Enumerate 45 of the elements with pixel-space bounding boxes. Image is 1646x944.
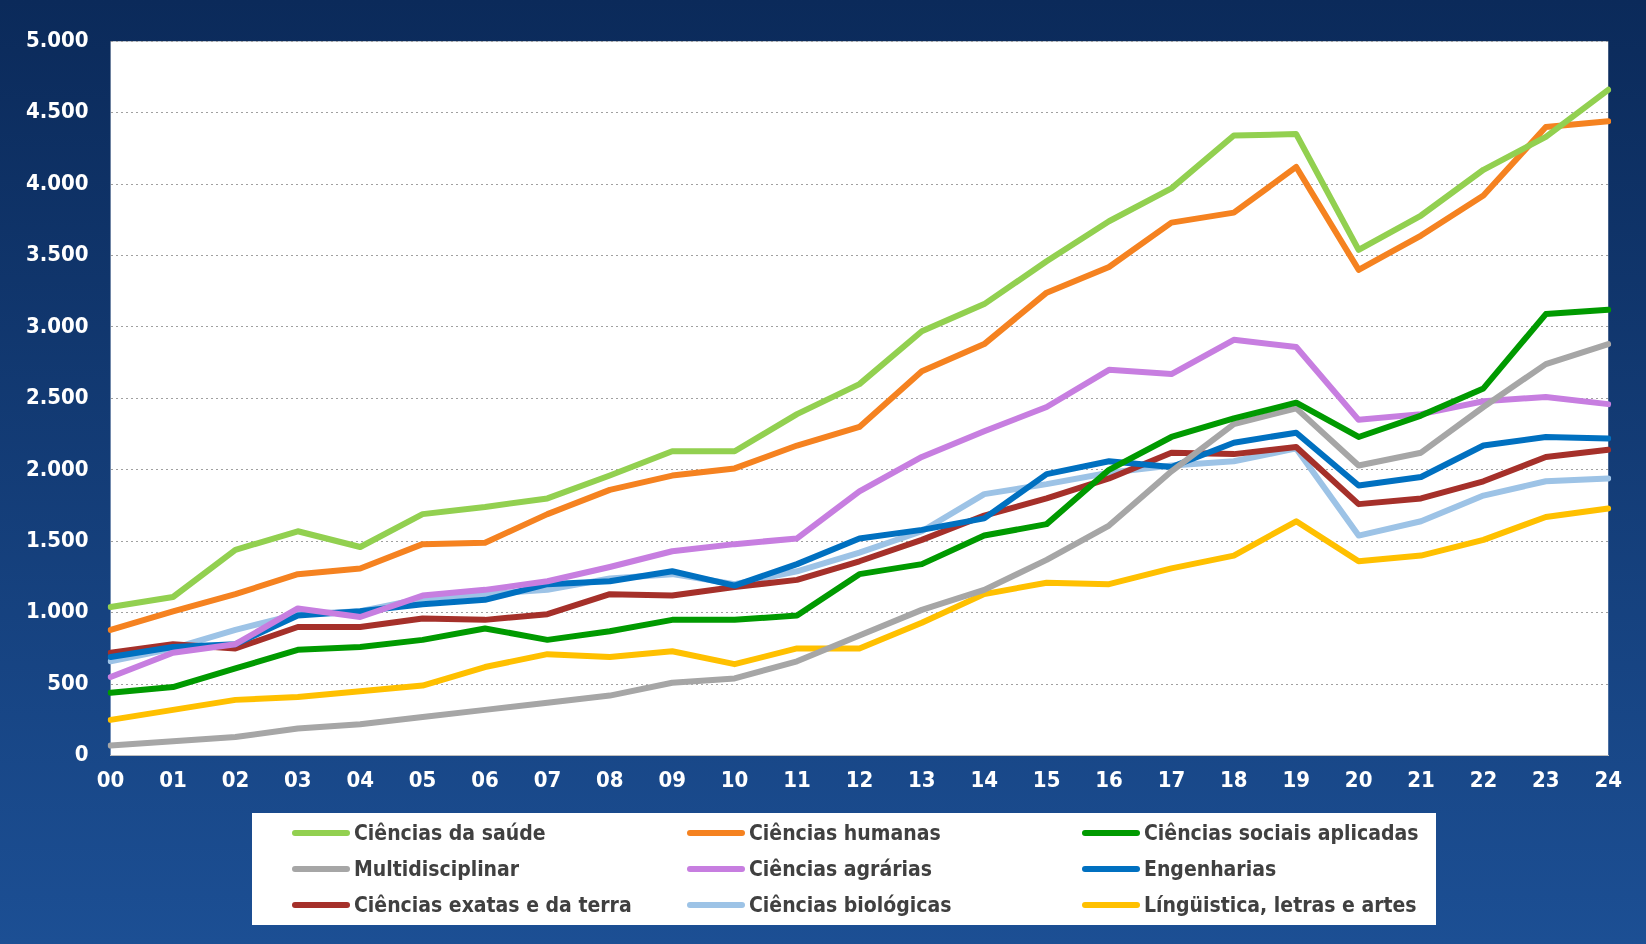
x-tick-label: 17 [1157,766,1186,792]
legend-label: Ciências da saúde [354,821,546,845]
x-tick-label: 05 [408,766,437,792]
y-tick-label: 0 [74,741,89,767]
x-tick-label: 24 [1594,766,1622,792]
y-tick-label: 2.000 [26,455,89,481]
x-tick-label: 02 [221,766,250,792]
x-tick-label: 07 [533,766,562,792]
x-tick-label: 10 [720,766,749,792]
legend-label: Multidisciplinar [354,857,520,881]
x-tick-label: 01 [159,766,187,792]
x-tick-label: 23 [1532,766,1560,792]
x-tick-label: 14 [970,766,998,792]
x-tick-label: 19 [1282,766,1310,792]
y-tick-label: 5.000 [26,26,89,52]
x-tick-label: 20 [1344,766,1373,792]
y-tick-label: 4.500 [26,98,89,124]
legend-label: Ciências exatas e da terra [354,893,632,917]
x-tick-label: 12 [845,766,874,792]
legend-label: Engenharias [1144,857,1277,881]
x-tick-label: 09 [658,766,686,792]
x-tick-label: 06 [471,766,499,792]
x-tick-label: 08 [596,766,624,792]
x-tick-label: 18 [1220,766,1248,792]
x-tick-label: 04 [346,766,374,792]
y-tick-label: 2.500 [26,384,89,410]
x-tick-label: 22 [1469,766,1498,792]
y-tick-label: 3.500 [26,241,89,267]
legend-label: Ciências sociais aplicadas [1144,821,1419,845]
x-tick-label: 16 [1095,766,1123,792]
x-tick-label: 15 [1032,766,1061,792]
y-tick-label: 4.000 [26,169,89,195]
y-tick-label: 1.000 [26,598,89,624]
y-tick-label: 1.500 [26,527,89,552]
y-tick-label: 3.000 [26,312,89,338]
x-tick-label: 21 [1407,766,1435,792]
x-tick-label: 00 [96,766,125,792]
legend-label: Língüistica, letras e artes [1144,893,1417,917]
legend-label: Ciências humanas [749,821,941,845]
x-tick-label: 11 [783,766,811,792]
x-tick-label: 13 [908,766,936,792]
legend-label: Ciências biológicas [749,893,952,917]
legend-label: Ciências agrárias [749,857,932,881]
y-tick-label: 500 [47,669,89,695]
x-tick-label: 03 [284,766,312,792]
